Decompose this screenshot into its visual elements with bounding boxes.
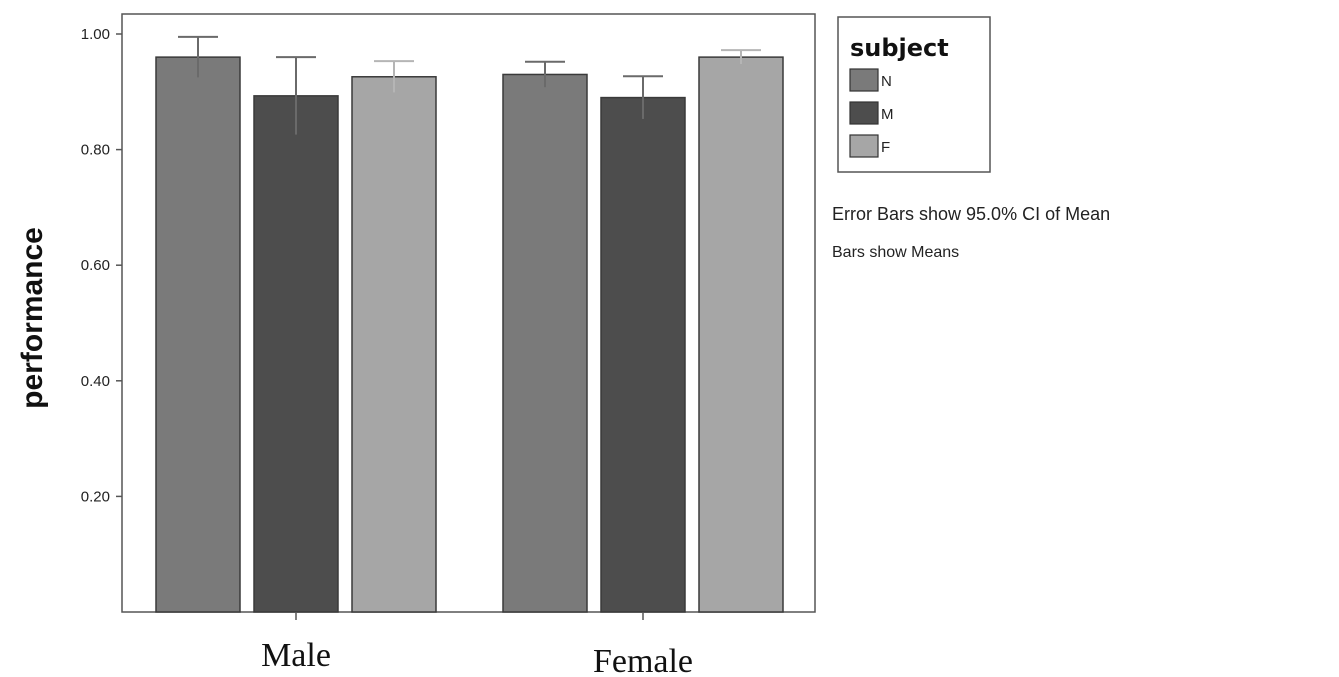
- y-tick-label: 0.80: [81, 142, 110, 159]
- x-category-label: Female: [593, 643, 693, 677]
- bar-m-male: [253, 95, 339, 613]
- legend-label-f: F: [881, 139, 890, 156]
- bar-f-female: [698, 56, 784, 613]
- y-tick-label: 0.40: [81, 373, 110, 390]
- legend-label-m: M: [881, 106, 894, 123]
- legend-swatch-f: [849, 134, 879, 158]
- y-tick-label: 1.00: [81, 26, 110, 43]
- error-bars: [178, 35, 761, 135]
- bar-n-female: [502, 73, 588, 613]
- note-error-bars: Error Bars show 95.0% CI of Mean: [832, 204, 1110, 224]
- y-axis-title: performance: [16, 227, 49, 409]
- legend-items: NMF: [849, 68, 894, 158]
- note-bars: Bars show Means: [832, 244, 959, 261]
- legend: subject NMF: [837, 16, 991, 173]
- legend-swatch-n: [849, 68, 879, 92]
- bar-n-male: [155, 56, 241, 613]
- legend-swatch-m: [849, 101, 879, 125]
- bar-f-male: [351, 76, 437, 613]
- y-axis: 0.20 0.40 0.60 0.80 1.00: [81, 26, 122, 505]
- x-category-label: Male: [261, 637, 331, 674]
- legend-title: subject: [850, 34, 949, 62]
- x-axis: Male Female: [261, 612, 693, 677]
- legend-label-n: N: [881, 73, 892, 90]
- bar-m-female: [600, 96, 686, 613]
- y-tick-label: 0.20: [81, 488, 110, 505]
- bars: [155, 56, 784, 613]
- y-tick-label: 0.60: [81, 257, 110, 274]
